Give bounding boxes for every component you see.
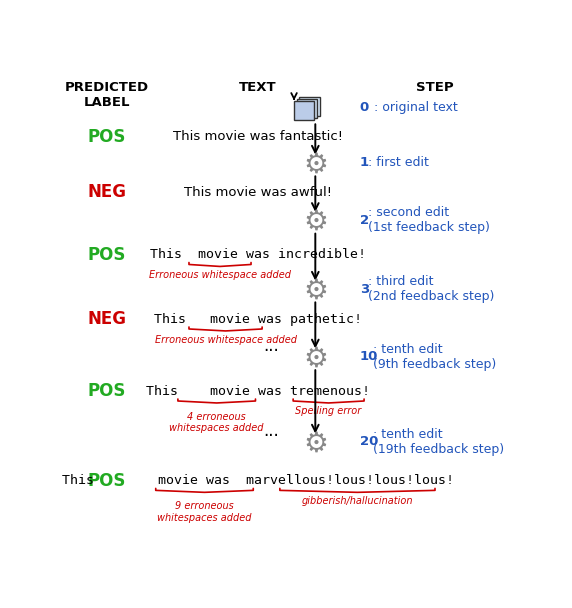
Text: ⚙: ⚙ (303, 345, 328, 373)
Text: POS: POS (88, 382, 126, 400)
Text: : tenth edit
(9th feedback step): : tenth edit (9th feedback step) (374, 343, 496, 371)
Text: ⚙: ⚙ (303, 430, 328, 458)
Text: This movie was awful!: This movie was awful! (184, 186, 332, 199)
Text: 4 erroneous
whitespaces added: 4 erroneous whitespaces added (169, 412, 264, 434)
FancyBboxPatch shape (299, 97, 320, 116)
Text: POS: POS (88, 246, 126, 264)
Text: 0: 0 (360, 101, 369, 114)
Text: Spelling error: Spelling error (296, 406, 362, 416)
Text: 2: 2 (360, 214, 369, 227)
Text: NEG: NEG (88, 310, 126, 328)
Text: This  movie was incredible!: This movie was incredible! (150, 248, 366, 261)
Text: : third edit
(2nd feedback step): : third edit (2nd feedback step) (368, 275, 494, 303)
Text: ⚙: ⚙ (303, 208, 328, 236)
Text: ⚙: ⚙ (303, 277, 328, 305)
Text: ...: ... (263, 337, 279, 355)
Text: ...: ... (263, 423, 279, 440)
Text: : first edit: : first edit (368, 156, 428, 170)
Text: This movie was fantastic!: This movie was fantastic! (173, 130, 343, 143)
Text: ⚙: ⚙ (303, 151, 328, 179)
Text: 1: 1 (360, 156, 369, 170)
Text: 9 erroneous
whitespaces added: 9 erroneous whitespaces added (157, 501, 252, 523)
Text: STEP: STEP (416, 81, 454, 94)
Text: 10: 10 (360, 350, 378, 364)
Text: : original text: : original text (374, 101, 458, 114)
Text: 3: 3 (360, 283, 369, 295)
Text: TEXT: TEXT (239, 81, 276, 94)
Text: : second edit
(1st feedback step): : second edit (1st feedback step) (368, 206, 490, 234)
Text: NEG: NEG (88, 184, 126, 201)
Text: This        movie was  marvellous!lous!lous!lous!: This movie was marvellous!lous!lous!lous… (62, 474, 454, 487)
FancyBboxPatch shape (294, 101, 315, 120)
Text: This   movie was pathetic!: This movie was pathetic! (154, 313, 362, 326)
Text: This    movie was tremenous!: This movie was tremenous! (146, 385, 370, 398)
FancyBboxPatch shape (297, 99, 317, 118)
Text: Erroneous whitespace added: Erroneous whitespace added (149, 270, 291, 280)
Text: PREDICTED
LABEL: PREDICTED LABEL (65, 81, 149, 109)
Text: gibberish/hallucination: gibberish/hallucination (301, 496, 413, 506)
Text: : tenth edit
(19th feedback step): : tenth edit (19th feedback step) (374, 428, 505, 456)
Text: POS: POS (88, 128, 126, 146)
Text: Erroneous whitespace added: Erroneous whitespace added (154, 334, 296, 345)
Text: 20: 20 (360, 435, 378, 449)
Text: POS: POS (88, 472, 126, 489)
